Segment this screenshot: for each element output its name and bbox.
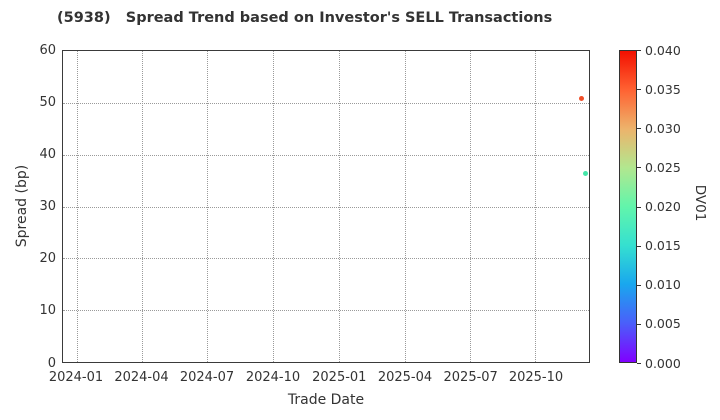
colorbar-tick-label: 0.015 — [645, 238, 681, 254]
y-tick-label: 60 — [39, 42, 56, 58]
colorbar-tick — [637, 284, 641, 286]
data-point — [582, 170, 588, 176]
x-tick-label: 2025-04 — [377, 370, 433, 385]
y-tick-label: 10 — [39, 303, 56, 319]
y-tick-label: 20 — [39, 251, 56, 267]
y-tick-label: 30 — [39, 199, 56, 214]
x-tick-label: 2024-10 — [245, 370, 301, 385]
y-gridline — [63, 102, 589, 104]
x-tick-label: 2024-07 — [179, 370, 235, 385]
colorbar-tick — [637, 128, 641, 130]
chart-title: (5938) Spread Trend based on Investor's … — [57, 10, 553, 26]
x-tick-label: 2024-04 — [114, 370, 169, 385]
colorbar-tick — [637, 323, 641, 325]
colorbar-tick-label: 0.025 — [645, 159, 681, 175]
colorbar-tick-label: 0.040 — [645, 42, 681, 58]
colorbar-tick — [637, 206, 641, 208]
colorbar-tick — [637, 363, 641, 364]
colorbar-tick-label: 0.020 — [645, 199, 681, 214]
data-point — [578, 96, 584, 102]
y-tick-label: 40 — [39, 146, 56, 162]
colorbar-label: DV01 — [692, 184, 708, 222]
plot-area — [62, 50, 590, 363]
y-tick-label: 0 — [47, 355, 56, 371]
y-gridline — [63, 206, 589, 208]
y-gridline — [63, 310, 589, 312]
colorbar-tick — [637, 245, 641, 247]
x-tick-label: 2025-07 — [443, 370, 498, 385]
y-gridline — [63, 258, 589, 260]
colorbar — [619, 50, 637, 363]
y-gridline — [63, 154, 589, 156]
colorbar-tick-label: 0.010 — [645, 277, 681, 293]
colorbar-tick — [637, 89, 641, 91]
x-tick-label: 2025-10 — [508, 370, 564, 385]
x-tick-label: 2024-01 — [48, 370, 104, 385]
colorbar-tick-label: 0.035 — [645, 81, 681, 97]
colorbar-tick — [637, 50, 641, 51]
x-tick-label: 2025-01 — [312, 370, 367, 385]
colorbar-tick — [637, 167, 641, 169]
x-axis-label: Trade Date — [287, 392, 365, 408]
colorbar-tick-label: 0.030 — [645, 120, 681, 136]
colorbar-tick-label: 0.005 — [645, 316, 681, 332]
y-tick-label: 50 — [39, 94, 56, 110]
colorbar-tick-label: 0.000 — [645, 355, 681, 371]
